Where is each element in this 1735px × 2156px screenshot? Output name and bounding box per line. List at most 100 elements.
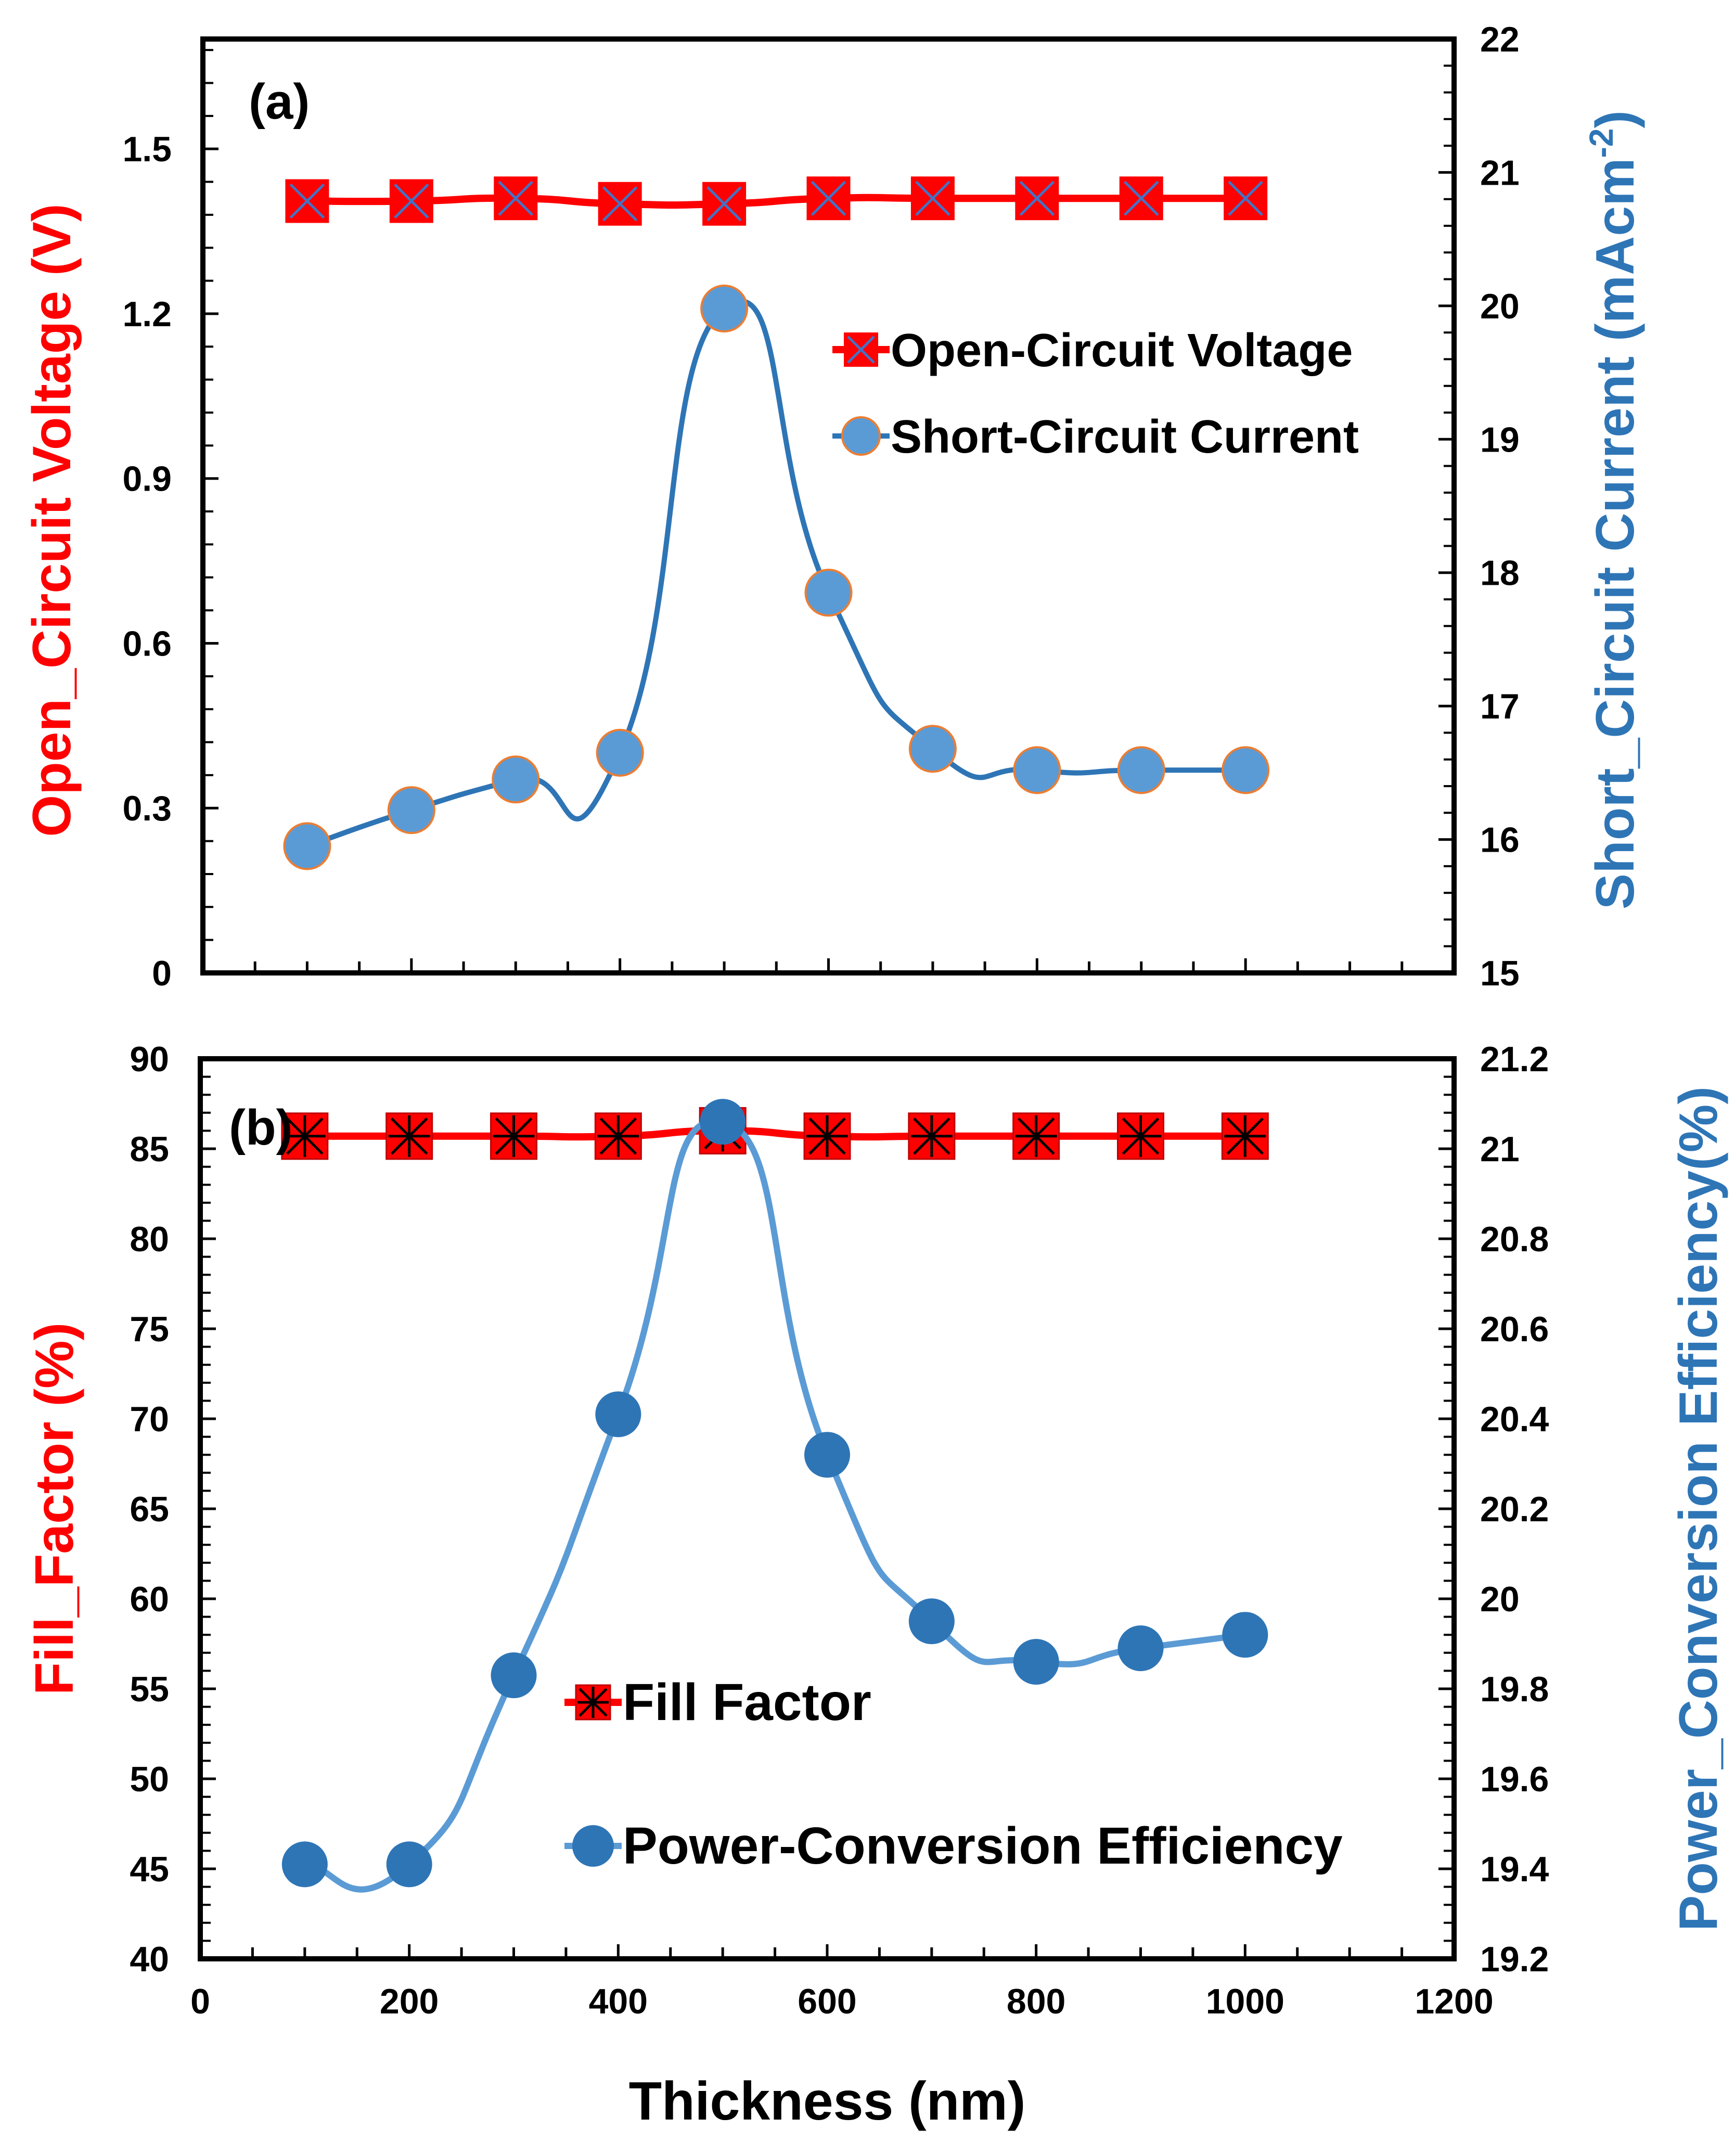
- open-circuit-voltage-line: [307, 194, 1246, 209]
- power-conversion-efficiency-line: [304, 1118, 1246, 1893]
- panel-b-right-y-tick-label: 19.2: [1480, 1940, 1549, 1979]
- open-circuit-voltage-point: [806, 176, 851, 221]
- panel-a-open-circuit-voltage-and-short-circuit-current: 0 0.3 0.6 0.9 1.2 1.5 15 16 17 18 19 20 21 22 (a) Ope…: [22, 20, 1646, 993]
- panel-a-tick-labels: 0 0.3 0.6 0.9 1.2 1.5 15 16 17 18 19 20 21 22: [122, 20, 1519, 993]
- open-circuit-voltage-point: [285, 179, 329, 223]
- open-circuit-voltage-marker-cross: [289, 183, 325, 219]
- open-circuit-voltage-point: [1119, 176, 1163, 221]
- open-circuit-voltage-point: [1015, 176, 1059, 221]
- legend-open-circuit-voltage-label: Open-Circuit Voltage: [891, 325, 1353, 377]
- legend-open-circuit-voltage: Open-Circuit Voltage: [832, 325, 1353, 377]
- short-circuit-current-point: [387, 786, 435, 835]
- power-conversion-efficiency-point: [804, 1432, 850, 1478]
- open-circuit-voltage-point: [1224, 176, 1268, 221]
- power-conversion-efficiency-point: [386, 1841, 432, 1888]
- panel-a-right-y-tick-label: 15: [1480, 954, 1520, 993]
- power-conversion-efficiency-point: [1222, 1612, 1268, 1658]
- short-circuit-current-point: [804, 569, 853, 617]
- panel-a-right-axis-title-superscript: -2: [1583, 129, 1620, 158]
- legend-open-circuit-voltage-marker-cross: [847, 336, 875, 364]
- panel-a-right-y-tick-label: 22: [1480, 20, 1520, 59]
- fill-factor-point: [908, 1112, 956, 1160]
- open-circuit-voltage-point: [702, 182, 747, 226]
- power-conversion-efficiency-point: [595, 1391, 641, 1438]
- power-conversion-efficiency-point: [700, 1099, 746, 1145]
- panel-a-right-y-tick-label: 18: [1480, 554, 1520, 593]
- panel-a-right-y-tick-label: 19: [1480, 420, 1520, 459]
- fill-factor-point: [281, 1112, 329, 1160]
- panel-b-left-y-tick-label: 65: [130, 1490, 169, 1529]
- panel-a-label: (a): [249, 74, 310, 130]
- open-circuit-voltage-point: [494, 176, 538, 221]
- panel-b-legend: Fill Factor Power-Conversion Efficiency: [564, 1673, 1343, 1875]
- panel-a-right-y-tick-label: 17: [1480, 687, 1520, 726]
- fill-factor-marker-star: [1015, 1115, 1057, 1157]
- short-circuit-current-point: [596, 728, 644, 777]
- panel-a-legend: Open-Circuit Voltage Short-Circuit Curre…: [832, 325, 1359, 463]
- open-circuit-voltage-marker-cross: [1019, 181, 1055, 216]
- open-circuit-voltage-marker-cross: [811, 181, 846, 216]
- panel-a-right-y-tick-label: 16: [1480, 820, 1520, 860]
- panel-b-series: [281, 1099, 1269, 1893]
- panel-b-right-y-tick-label: 21: [1480, 1130, 1520, 1169]
- fill-factor-line: [304, 1127, 1245, 1141]
- legend-fill-factor: Fill Factor: [564, 1673, 871, 1731]
- panel-b-left-y-tick-label: 55: [130, 1670, 169, 1709]
- open-circuit-voltage-marker-cross: [394, 183, 429, 219]
- x-tick-label: 800: [1007, 1982, 1065, 2021]
- legend-short-circuit-current: Short-Circuit Current: [832, 411, 1359, 463]
- short-circuit-current-point: [1013, 746, 1061, 794]
- x-tick-label: 600: [798, 1982, 856, 2021]
- fill-factor-marker-star: [910, 1115, 953, 1157]
- fill-factor-marker-star: [597, 1115, 639, 1157]
- power-conversion-efficiency-point: [908, 1598, 955, 1645]
- panel-b-right-y-tick-label: 19.8: [1480, 1670, 1549, 1709]
- panel-b-left-y-tick-label: 60: [130, 1580, 169, 1619]
- panel-a-left-y-tick-label: 0.6: [122, 624, 172, 663]
- panel-a-right-y-tick-label: 20: [1480, 287, 1520, 326]
- panel-b-left-y-tick-label: 40: [130, 1940, 169, 1979]
- panel-a-left-axis-title: Open_Circuit Voltage (V): [22, 203, 82, 837]
- x-tick-label: 1200: [1415, 1982, 1493, 2021]
- panel-b-left-axis-title: Fill_Factor (%): [24, 1323, 85, 1696]
- panel-b-right-y-tick-label: 21.2: [1480, 1040, 1549, 1079]
- panel-b-right-axis-title: Power_Conversion Efficiency(%): [1668, 1086, 1729, 1931]
- open-circuit-voltage-marker-cross: [915, 181, 950, 216]
- x-tick-label: 200: [380, 1982, 439, 2021]
- legend-power-conversion-efficiency-marker: [572, 1825, 614, 1867]
- panel-b-fill-factor-and-power-conversion-efficiency: 40 45 50 55 60 65 70 75 80 85 90 19.2 19.4 19.6 19.8 20…: [24, 1040, 1729, 2132]
- panel-a-left-y-tick-label: 0: [152, 954, 172, 993]
- panel-b-left-y-tick-label: 85: [130, 1130, 169, 1169]
- open-circuit-voltage-point: [389, 179, 433, 223]
- panel-b-left-y-tick-label: 80: [130, 1220, 169, 1259]
- short-circuit-current-point: [492, 755, 540, 804]
- legend-fill-factor-marker-star: [577, 1687, 609, 1718]
- panel-b-ticks: [199, 1057, 1456, 1960]
- panel-b-left-y-tick-label: 70: [130, 1400, 169, 1439]
- panel-a-left-y-tick-label: 1.2: [122, 294, 172, 334]
- panel-a-right-y-tick-label: 21: [1480, 153, 1520, 192]
- panel-b-right-y-tick-label: 20.6: [1480, 1310, 1549, 1349]
- panel-b-right-y-tick-label: 20.8: [1480, 1220, 1549, 1259]
- legend-power-conversion-efficiency-label: Power-Conversion Efficiency: [623, 1817, 1343, 1875]
- panel-b-right-y-tick-label: 20.4: [1480, 1400, 1549, 1439]
- short-circuit-current-line: [306, 299, 1246, 849]
- short-circuit-current-point: [283, 822, 331, 870]
- panel-a-left-y-tick-label: 0.3: [122, 789, 172, 828]
- fill-factor-point: [1221, 1112, 1269, 1160]
- power-conversion-efficiency-point: [1117, 1625, 1164, 1672]
- panel-b-right-y-tick-label: 20: [1480, 1580, 1520, 1619]
- fill-factor-marker-star: [493, 1115, 535, 1157]
- open-circuit-voltage-marker-cross: [602, 186, 638, 222]
- panel-a-right-axis-title-end: ): [1585, 110, 1646, 129]
- legend-fill-factor-label: Fill Factor: [623, 1673, 871, 1731]
- fill-factor-marker-star: [1120, 1115, 1162, 1157]
- panel-b-right-y-tick-label: 19.6: [1480, 1760, 1549, 1799]
- legend-short-circuit-current-marker: [841, 416, 881, 456]
- fill-factor-point: [1012, 1112, 1060, 1160]
- short-circuit-current-point: [1117, 746, 1165, 794]
- panel-b-left-y-tick-label: 50: [130, 1760, 169, 1799]
- open-circuit-voltage-marker-cross: [706, 186, 742, 222]
- fill-factor-point: [385, 1112, 433, 1160]
